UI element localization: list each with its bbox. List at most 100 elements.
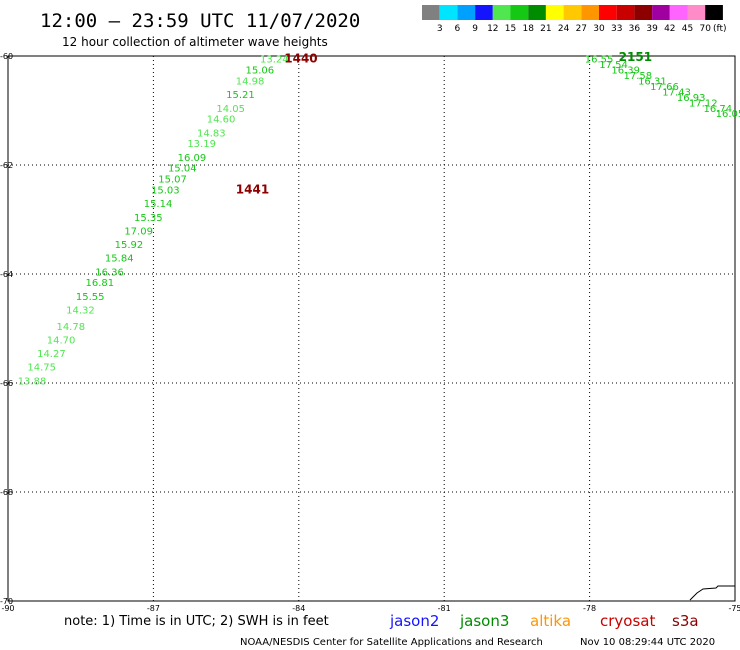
x-tick-label: -90: [1, 604, 14, 613]
color-swatch: [669, 5, 688, 20]
swh-value: 15.07: [158, 175, 187, 186]
swh-value: 15.84: [105, 254, 134, 265]
swh-value: 14.32: [66, 305, 95, 316]
swh-value: 16.05: [716, 109, 740, 120]
color-scale-label: 21: [540, 24, 551, 34]
color-swatch: [528, 5, 546, 20]
satellite-legend-item: s3a: [672, 612, 699, 630]
swh-value: 14.05: [216, 104, 245, 115]
swh-value: 17.12: [689, 98, 718, 109]
pass-time-label: 1441: [236, 183, 269, 197]
pass-time-labels: 1440 1441 2151: [236, 50, 652, 196]
color-scale-label: 36: [629, 24, 641, 34]
grid-lines: [8, 56, 735, 601]
color-scale-label: 6: [455, 24, 461, 34]
swh-value: 17.66: [650, 82, 679, 93]
color-swatch: [510, 5, 529, 20]
coastline: [689, 585, 735, 601]
swh-value: 16.74: [703, 104, 732, 115]
color-swatch: [475, 5, 493, 20]
satellite-legend-item: jason2: [389, 612, 439, 630]
color-scale-label: 42: [664, 24, 675, 34]
satellite-legend-item: cryosat: [600, 612, 655, 630]
swh-value: 16.93: [677, 93, 706, 104]
swh-value: 14.60: [207, 115, 236, 126]
color-swatch: [492, 5, 511, 20]
color-swatch: [545, 5, 564, 20]
x-tick-label: -81: [438, 604, 451, 613]
swh-value: 15.35: [134, 213, 163, 224]
color-swatch: [687, 5, 706, 20]
color-swatch: [705, 5, 723, 20]
color-swatch: [599, 5, 617, 20]
color-scale-label: 30: [593, 24, 605, 34]
swh-value: 15.03: [151, 186, 180, 197]
swh-value: 15.55: [76, 292, 105, 303]
y-tick-label: -66: [0, 379, 13, 388]
color-swatch: [439, 5, 458, 20]
color-scale-label: 27: [576, 24, 587, 34]
swh-value: 15.06: [245, 66, 274, 77]
satellite-legend: jason2 jason3 altika cryosat s3a: [389, 612, 699, 630]
footer-credit: NOAA/NESDIS Center for Satellite Applica…: [240, 637, 543, 648]
swh-value: 14.78: [56, 322, 85, 333]
color-swatch: [634, 5, 653, 20]
color-scale-legend: [422, 5, 723, 20]
color-swatch: [422, 5, 440, 20]
swh-value: 15.92: [115, 240, 144, 251]
color-scale-label: 70: [699, 24, 711, 34]
footer-note: note: 1) Time is in UTC; 2) SWH is in fe…: [64, 614, 329, 629]
swh-value: 13.19: [187, 139, 216, 150]
swh-value: 16.39: [611, 66, 640, 77]
swh-value: 16.81: [86, 278, 115, 289]
color-scale-labels: 3 6 9 12 15 18 21 24 27 30 33 36 39 42 45 70: [437, 24, 711, 34]
swh-value: 15.21: [226, 90, 255, 101]
y-tick-label: -64: [0, 270, 13, 279]
swh-value: 16.55: [585, 55, 614, 66]
color-scale-label: 9: [472, 24, 478, 34]
x-tick-label: -75: [728, 604, 740, 613]
chart-subtitle: 12 hour collection of altimeter wave hei…: [62, 35, 328, 49]
pass-time-label: 1440: [284, 52, 317, 66]
color-scale-unit: (ft): [713, 24, 727, 34]
plot-frame: [7, 55, 736, 602]
footer-timestamp: Nov 10 08:29:44 UTC 2020: [580, 637, 715, 648]
swh-value: 14.27: [37, 349, 66, 360]
swh-value: 16.31: [638, 77, 667, 88]
color-scale-label: 24: [558, 24, 570, 34]
swh-value: 13.88: [18, 376, 47, 387]
swh-value: 17.43: [662, 87, 691, 98]
color-swatch: [563, 5, 582, 20]
swh-value: 17.54: [599, 60, 628, 71]
axis-ticks: -90 -87 -84 -81 -78 -75 -60 -62 -64 -66 -68 -70: [0, 52, 740, 613]
swh-value: 14.70: [47, 335, 76, 346]
swh-value: 14.75: [27, 363, 56, 374]
satellite-legend-item: altika: [530, 612, 571, 630]
color-scale-label: 3: [437, 24, 443, 34]
chart-title: 12:00 – 23:59 UTC 11/07/2020: [40, 10, 360, 32]
y-tick-label: -60: [0, 52, 13, 61]
swh-value: 13.24: [260, 55, 289, 66]
color-swatch: [616, 5, 635, 20]
color-swatch: [652, 5, 670, 20]
satellite-legend-item: jason3: [459, 612, 509, 630]
swh-value: 15.04: [168, 164, 197, 175]
y-tick-label: -62: [0, 161, 13, 170]
swh-value: 17.09: [124, 226, 153, 237]
color-scale-label: 18: [522, 24, 534, 34]
swh-value: 14.98: [236, 77, 265, 88]
color-scale-label: 45: [682, 24, 693, 34]
swh-value: 16.36: [95, 267, 124, 278]
x-tick-label: -84: [292, 604, 305, 613]
color-swatch: [581, 5, 599, 20]
swh-value: 17.58: [624, 71, 653, 82]
x-tick-label: -78: [583, 604, 596, 613]
color-swatch: [457, 5, 476, 20]
color-scale-label: 12: [487, 24, 498, 34]
y-tick-label: -68: [0, 488, 13, 497]
y-tick-label: -70: [0, 597, 13, 606]
swh-value: 15.14: [144, 199, 173, 210]
color-scale-label: 15: [505, 24, 516, 34]
